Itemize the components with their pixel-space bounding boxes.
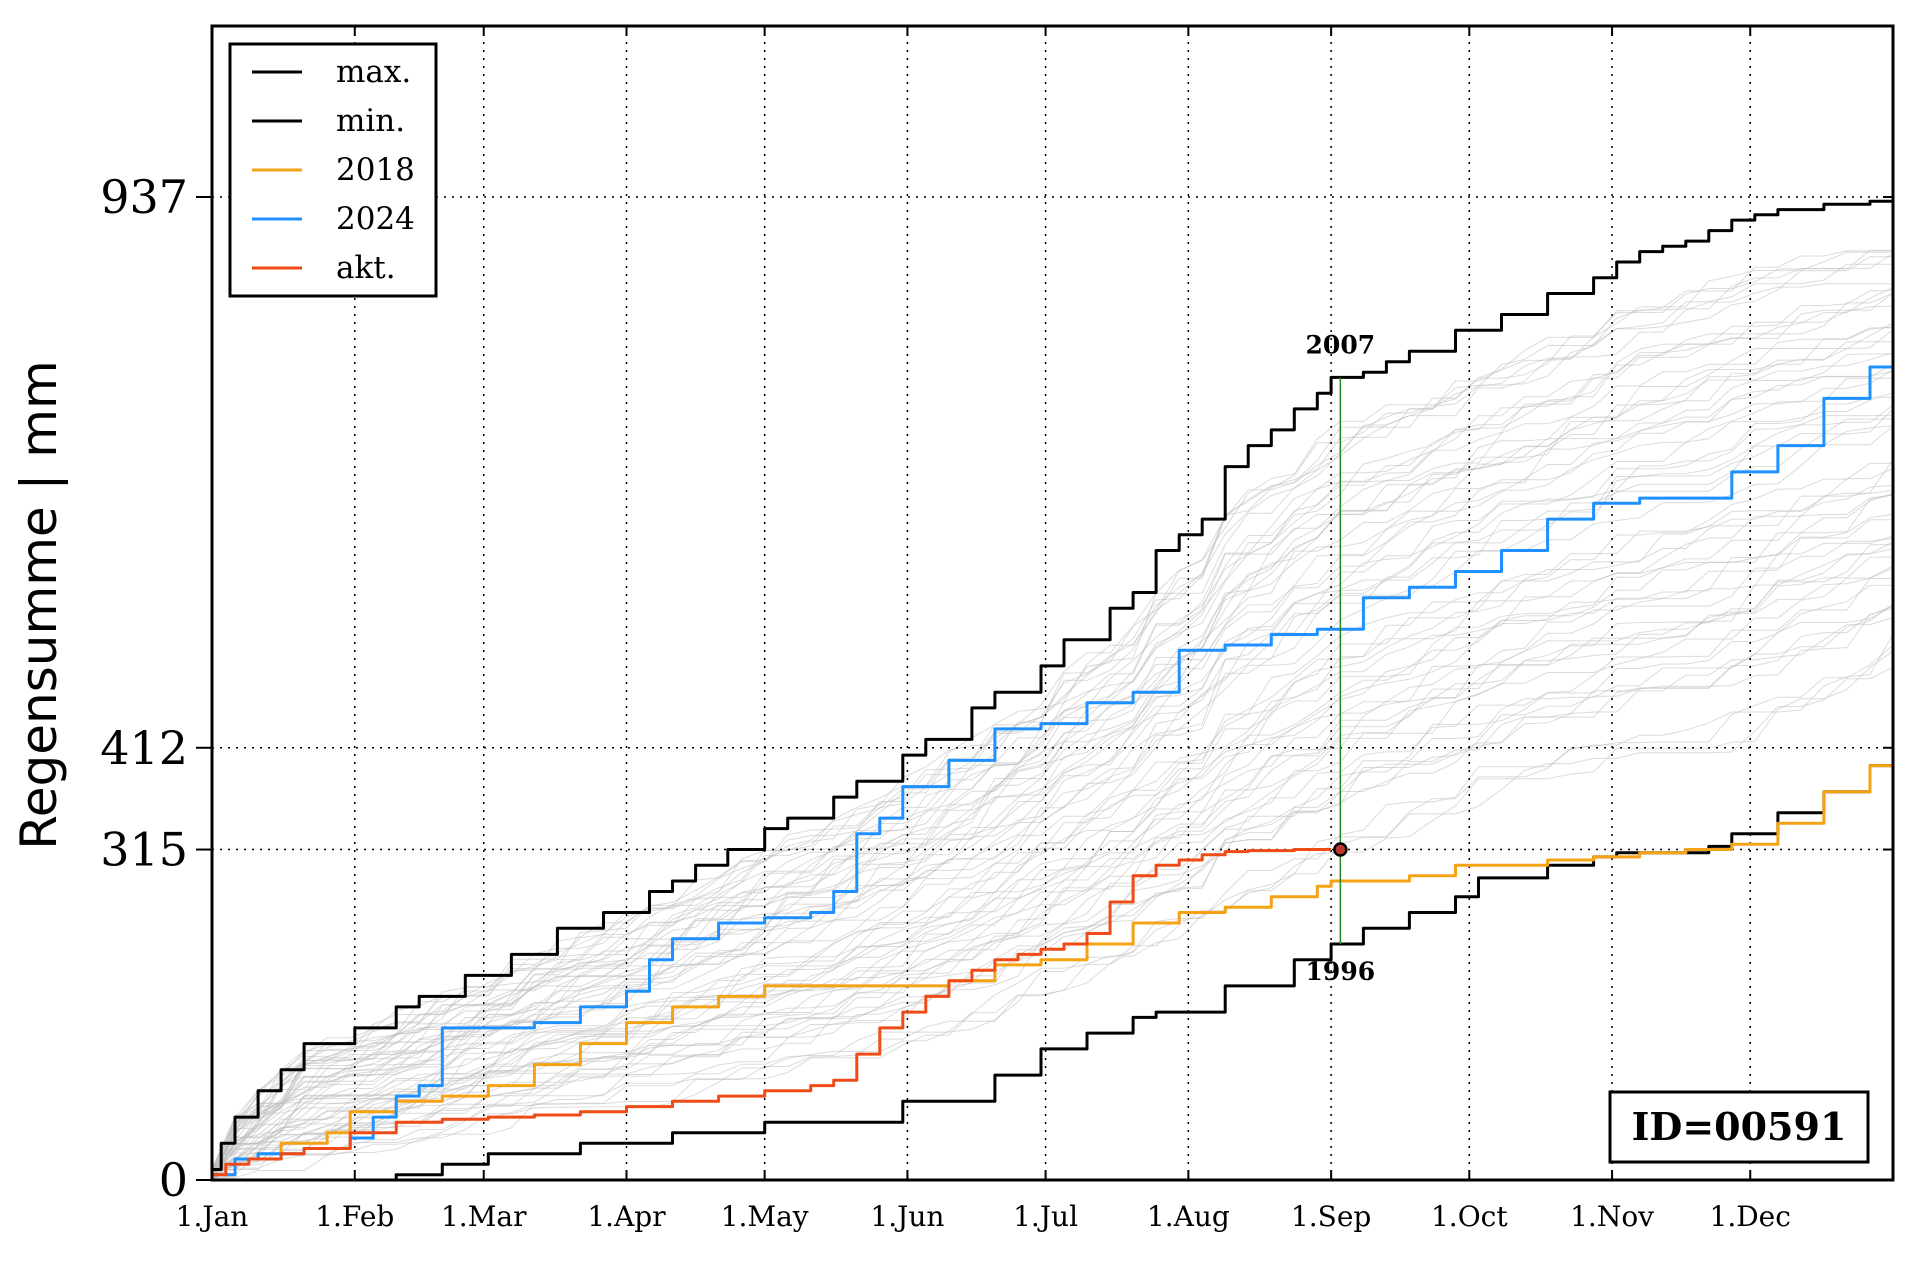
background-year-line (211, 541, 1894, 1173)
background-year-line (211, 556, 1893, 1181)
background-year-line (211, 253, 1894, 1171)
background-year-line (211, 425, 1894, 1181)
annotation-year-1996: 1996 (1306, 957, 1376, 986)
legend-label: 2024 (336, 201, 415, 237)
background-year-line (211, 604, 1894, 1170)
background-year-line (211, 326, 1894, 1174)
x-tick-label: 1.Nov (1570, 1200, 1654, 1233)
background-year-line (211, 544, 1893, 1181)
background-year-line (211, 364, 1894, 1181)
y-axis-label: Regensumme | mm (10, 360, 68, 849)
background-year-line (211, 341, 1893, 1170)
current-value-marker (1333, 842, 1348, 857)
legend: max. min. 2018 2024 akt. (228, 42, 438, 298)
background-year-line (211, 249, 1893, 1170)
legend-label: min. (336, 103, 405, 139)
background-year-line (211, 251, 1893, 1170)
background-year-line (211, 513, 1894, 1171)
background-year-line (211, 492, 1894, 1170)
background-year-line (211, 634, 1894, 1181)
background-year-line (211, 459, 1894, 1181)
background-year-line (211, 292, 1894, 1181)
x-tick-label: 1.May (721, 1200, 809, 1233)
background-year-line (211, 250, 1893, 1181)
x-tick-label: 1.Jul (1013, 1200, 1078, 1233)
series-line-akt (212, 848, 1332, 1177)
background-year-line (211, 370, 1894, 1179)
background-year-line (211, 548, 1894, 1170)
legend-label: max. (336, 54, 411, 90)
x-tick-label: 1.Sep (1291, 1200, 1371, 1233)
background-year-line (211, 535, 1894, 1180)
x-tick-label: 1.Apr (587, 1200, 666, 1233)
x-tick-label: 1.Oct (1431, 1200, 1508, 1233)
background-year-line (211, 353, 1893, 1170)
background-year-line (211, 415, 1893, 1181)
background-year-line (211, 369, 1894, 1181)
station-id-text: ID=00591 (1632, 1104, 1847, 1149)
y-tick-label: 937 (100, 170, 188, 224)
legend-label: 2018 (336, 152, 415, 188)
x-tick-label: 1.Jun (870, 1200, 944, 1233)
background-year-line (212, 605, 1894, 1170)
background-year-line (211, 484, 1894, 1170)
series-line-2024 (212, 361, 1895, 1177)
background-year-line (211, 404, 1894, 1178)
legend-label: akt. (336, 250, 396, 286)
series-lines (212, 197, 1895, 1182)
series-line-min (212, 747, 1895, 1182)
background-year-line (211, 494, 1894, 1170)
background-year-line (211, 305, 1894, 1179)
series-line-max (212, 197, 1895, 1171)
background-year-line (211, 578, 1893, 1181)
grid-lines (212, 26, 1893, 1180)
background-year-line (211, 584, 1893, 1181)
y-tick-label: 0 (159, 1153, 188, 1207)
station-id-box: ID=00591 (1608, 1090, 1870, 1164)
y-tick-label: 412 (100, 721, 188, 775)
background-year-line (211, 418, 1894, 1181)
plot-frame (210, 24, 1895, 1182)
x-axis-ticks: 1.Jan 1.Feb 1.Mar 1.Apr 1.May 1.Jun 1.Jul 1.Aug… (176, 26, 1791, 1233)
background-year-line (211, 462, 1893, 1181)
background-year-line (211, 287, 1894, 1170)
background-year-line (211, 425, 1894, 1176)
background-year-line (211, 322, 1894, 1170)
x-tick-label: 1.Feb (315, 1200, 394, 1233)
axes-frame (210, 24, 1895, 1182)
background-year-line (211, 489, 1894, 1177)
background-year-line (211, 329, 1894, 1170)
annotations: 2007 1996 (1306, 330, 1376, 986)
background-year-line (211, 352, 1894, 1171)
annotation-year-2007: 2007 (1306, 330, 1376, 359)
background-year-line (211, 666, 1894, 1174)
background-year-line (211, 396, 1893, 1180)
x-tick-label: 1.Jan (176, 1200, 249, 1233)
background-year-lines (211, 249, 1894, 1181)
station-id-frame (1608, 1090, 1870, 1164)
background-year-line (211, 467, 1894, 1170)
background-year-line (211, 392, 1894, 1175)
x-tick-label: 1.Mar (441, 1200, 527, 1233)
x-tick-label: 1.Aug (1147, 1200, 1230, 1233)
y-axis-ticks: 0 315 412 937 (100, 170, 1893, 1207)
background-year-line (211, 292, 1894, 1170)
background-year-line (211, 519, 1893, 1171)
y-tick-label: 315 (100, 823, 188, 877)
series-line-2018 (212, 747, 1895, 1177)
x-tick-label: 1.Dec (1710, 1200, 1791, 1233)
background-year-line (211, 567, 1894, 1178)
background-year-line (211, 283, 1893, 1181)
